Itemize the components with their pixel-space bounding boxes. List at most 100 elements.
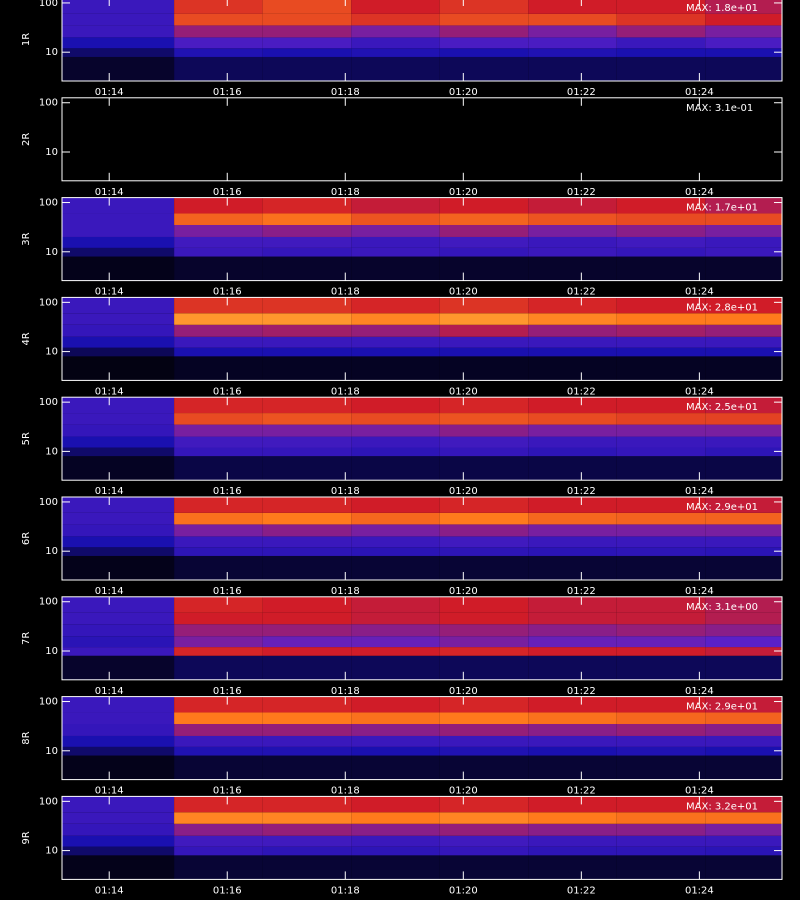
cell — [174, 424, 263, 437]
cell — [439, 247, 529, 257]
cell — [528, 746, 617, 756]
cell — [351, 712, 440, 724]
cell — [62, 497, 175, 513]
x-tick-label: 01:22 — [567, 187, 596, 198]
cell — [528, 137, 617, 149]
cell — [262, 397, 352, 414]
cell — [262, 413, 352, 425]
cell — [705, 835, 782, 847]
cell — [262, 447, 352, 457]
cell — [62, 48, 175, 57]
cell — [174, 655, 263, 680]
panel-label: 6R — [21, 532, 32, 545]
cell — [705, 647, 782, 656]
cell — [174, 812, 263, 824]
cell — [62, 37, 175, 49]
cell — [528, 855, 617, 880]
y-tick-label: 10 — [45, 247, 58, 258]
panel-label: 1R — [21, 33, 32, 46]
x-tick-label: 01:16 — [213, 287, 242, 298]
cell — [351, 823, 440, 836]
cell — [62, 113, 175, 126]
cell — [439, 846, 529, 856]
cell — [351, 812, 440, 824]
cell — [705, 846, 782, 856]
cell — [262, 555, 352, 580]
cell — [616, 25, 706, 38]
cell — [262, 855, 352, 880]
cell — [174, 236, 263, 248]
cell — [528, 213, 617, 225]
cell — [62, 356, 175, 381]
cell — [528, 336, 617, 348]
cell — [616, 547, 706, 556]
cell — [439, 712, 529, 724]
cell — [262, 13, 352, 26]
x-tick-label: 01:20 — [449, 187, 478, 198]
cell — [439, 336, 529, 348]
cell — [528, 356, 617, 381]
cell — [705, 547, 782, 556]
x-tick-label: 01:14 — [95, 87, 124, 98]
cell — [705, 125, 782, 138]
x-tick-label: 01:24 — [685, 786, 714, 797]
cell — [439, 436, 529, 448]
cell — [705, 796, 782, 813]
plot-frame — [61, 197, 783, 282]
x-tick-label: 01:22 — [567, 486, 596, 497]
cell — [616, 224, 706, 237]
cell — [528, 224, 617, 237]
cell — [174, 413, 263, 425]
cell — [262, 213, 352, 225]
cell — [616, 156, 706, 181]
cell — [528, 37, 617, 49]
cell — [439, 313, 529, 325]
cell — [262, 497, 352, 513]
x-tick-label: 01:18 — [331, 87, 360, 98]
cell — [62, 247, 175, 257]
cell — [705, 297, 782, 314]
cell — [262, 547, 352, 556]
panel-label: 8R — [21, 731, 32, 744]
cell — [439, 746, 529, 756]
x-tick-label: 01:20 — [449, 386, 478, 397]
cell — [528, 547, 617, 556]
cell — [705, 397, 782, 414]
cell — [174, 148, 263, 157]
cell — [62, 148, 175, 157]
x-tick-label: 01:14 — [95, 686, 124, 697]
cell — [351, 547, 440, 556]
x-tick-label: 01:22 — [567, 386, 596, 397]
cell — [616, 13, 706, 26]
cell — [174, 56, 263, 81]
cell — [616, 456, 706, 481]
x-tick-label: 01:20 — [449, 87, 478, 98]
cell — [351, 125, 440, 138]
cell — [174, 313, 263, 325]
y-tick-label: 100 — [39, 198, 58, 209]
cell — [705, 424, 782, 437]
cell — [174, 555, 263, 580]
x-tick-label: 01:24 — [685, 187, 714, 198]
cell — [528, 48, 617, 57]
cell — [174, 596, 263, 613]
cell — [351, 497, 440, 513]
cell — [705, 812, 782, 824]
cell — [439, 13, 529, 26]
cell — [705, 113, 782, 126]
cell — [616, 846, 706, 856]
cell — [351, 213, 440, 225]
cell — [174, 137, 263, 149]
cell — [705, 555, 782, 580]
cell — [439, 236, 529, 248]
panel-label: 5R — [21, 432, 32, 445]
x-tick-label: 01:24 — [685, 287, 714, 298]
x-tick-label: 01:16 — [213, 586, 242, 597]
cell — [528, 424, 617, 437]
cell — [439, 324, 529, 337]
cell — [351, 397, 440, 414]
cell — [174, 456, 263, 481]
cell — [616, 37, 706, 49]
x-tick-label: 01:22 — [567, 885, 596, 896]
cell — [439, 723, 529, 736]
